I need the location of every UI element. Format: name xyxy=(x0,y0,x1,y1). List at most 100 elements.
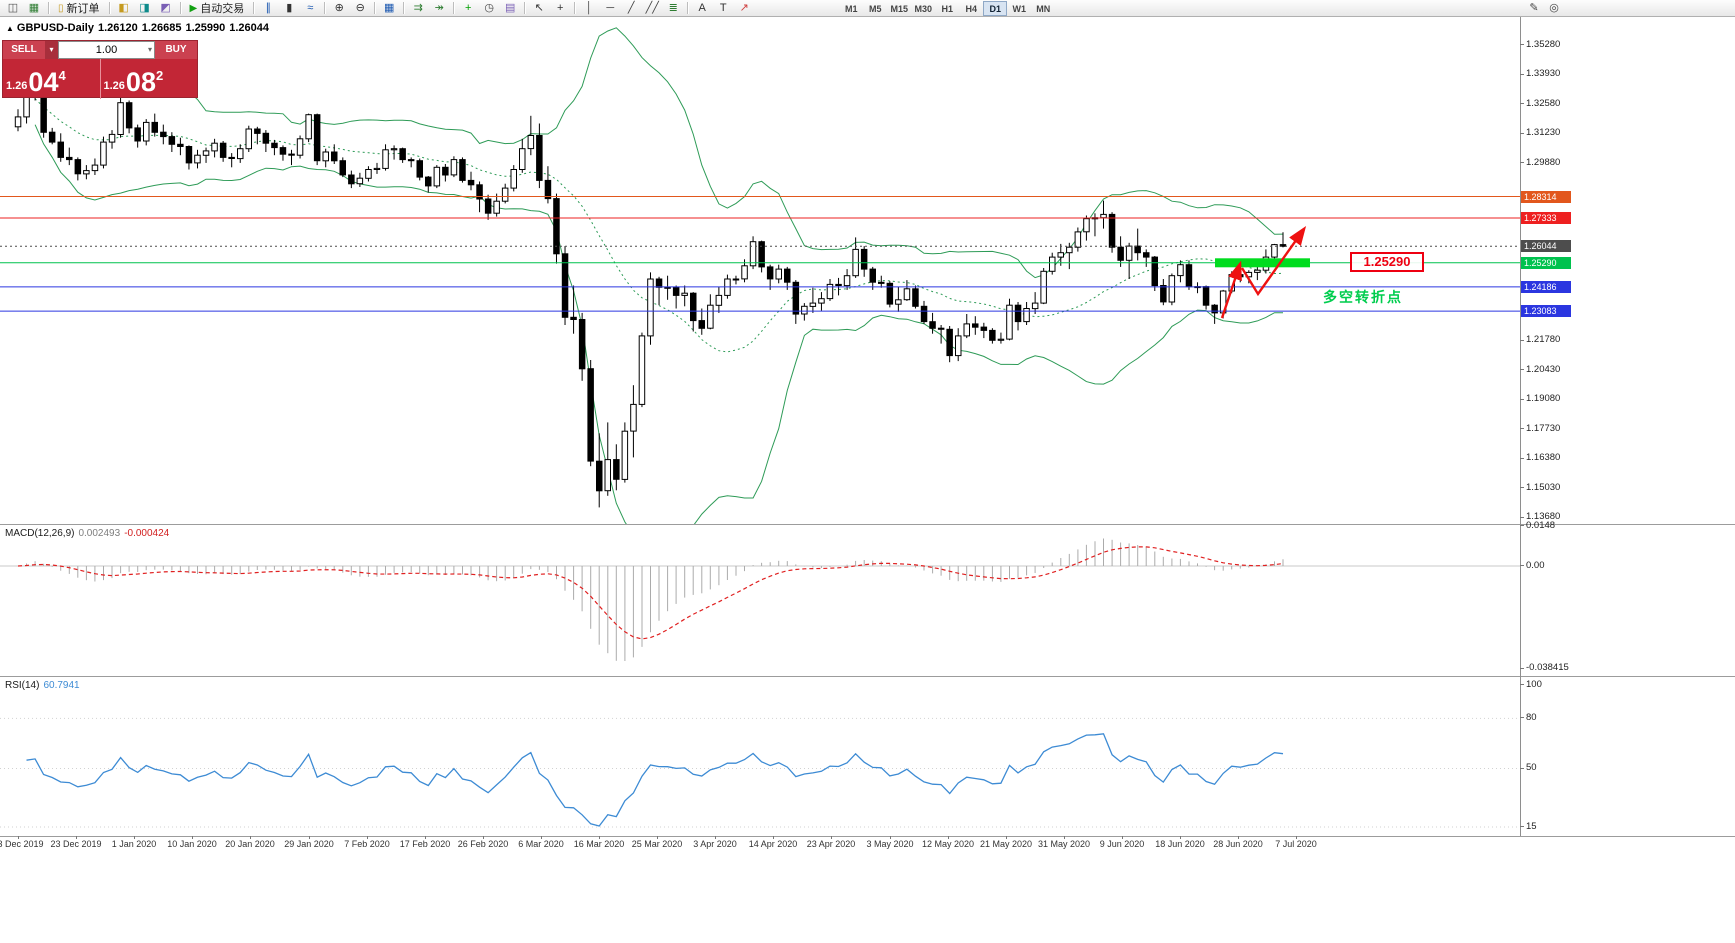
timeframe-m1[interactable]: M1 xyxy=(844,3,858,14)
chart-shift-icon[interactable]: ↠ xyxy=(434,1,444,14)
data-window-icon[interactable]: ◨ xyxy=(139,1,150,14)
candle-body xyxy=(1100,213,1107,219)
price-annotation-label[interactable]: 1.25290 xyxy=(1350,252,1424,272)
candle-body xyxy=(519,148,526,170)
trend-arrow[interactable] xyxy=(1240,226,1307,297)
candle-body xyxy=(433,166,441,187)
timeframe-d1[interactable]: D1 xyxy=(983,0,1008,16)
grid-icon[interactable]: ▦ xyxy=(384,1,395,14)
candle-body xyxy=(741,265,748,280)
candle-body xyxy=(732,278,740,281)
candle-body xyxy=(313,114,321,162)
candle-body xyxy=(1271,244,1278,258)
auto-scroll-icon[interactable]: ⇉ xyxy=(413,1,423,14)
vertical-line-icon[interactable]: │ xyxy=(585,1,593,14)
sell-button[interactable]: SELL xyxy=(3,41,45,59)
candle-body xyxy=(638,335,646,405)
candle-body xyxy=(331,151,338,162)
candle-body xyxy=(288,153,295,156)
profiles-icon[interactable]: ▦ xyxy=(28,1,40,14)
buy-price-panel[interactable]: 1.26 08 2 xyxy=(101,59,198,99)
candle-body xyxy=(228,156,235,159)
one-click-trading-widget: SELL ▾ ▾ BUY 1.26 04 4 1.26 08 2 xyxy=(2,40,198,99)
timeframe-m15[interactable]: M15 xyxy=(890,3,908,14)
autotrading-button[interactable]: ▶ 自动交易 xyxy=(185,1,250,16)
candle-body xyxy=(1143,252,1150,258)
candle-body xyxy=(1066,246,1073,254)
candle-body xyxy=(1049,256,1056,272)
buy-button[interactable]: BUY xyxy=(155,41,197,59)
volume-input[interactable] xyxy=(59,43,154,57)
candlestick-series xyxy=(14,79,1287,508)
timeframe-mn[interactable]: MN xyxy=(1036,3,1051,14)
candle-body xyxy=(775,268,782,280)
crosshair-icon[interactable]: + xyxy=(557,1,564,14)
arrow-tools-icon[interactable]: ↗ xyxy=(739,1,749,14)
candle-body xyxy=(348,174,355,185)
trendline-icon[interactable]: ╱ xyxy=(627,1,635,14)
bars-chart-icon[interactable]: ∥ xyxy=(265,1,271,14)
candle-body xyxy=(715,294,723,306)
candle-body xyxy=(536,135,543,181)
candle-body xyxy=(596,460,603,492)
candle-body xyxy=(1151,256,1158,287)
channel-icon[interactable]: ╱╱ xyxy=(645,1,659,14)
text-icon[interactable]: A xyxy=(698,1,706,14)
volume-dropdown-icon[interactable]: ▾ xyxy=(147,45,152,54)
candle-body xyxy=(630,403,637,432)
candle-body xyxy=(202,150,210,156)
candle-body xyxy=(390,148,398,151)
candle-body xyxy=(809,302,817,307)
line-chart-icon[interactable]: ≈ xyxy=(307,1,314,14)
candle-body xyxy=(766,266,774,280)
timeframe-m30[interactable]: M30 xyxy=(914,3,932,14)
candle-body xyxy=(980,326,988,331)
candle-body xyxy=(1057,252,1064,258)
candle-body xyxy=(305,114,312,140)
candle-body xyxy=(57,141,64,158)
templates-icon[interactable]: ▤ xyxy=(505,1,516,14)
new-chart-icon[interactable]: ◫ xyxy=(7,1,19,14)
sell-price-panel[interactable]: 1.26 04 4 xyxy=(3,59,101,99)
fibonacci-icon[interactable]: ≣ xyxy=(668,1,678,14)
candle-body xyxy=(1074,231,1082,248)
price-chart xyxy=(0,17,1521,524)
candle-body xyxy=(1202,286,1210,306)
ohlc-close: 1.26044 xyxy=(229,22,270,34)
cursor-icon[interactable]: ↖ xyxy=(534,1,544,14)
toolbar-separator xyxy=(403,2,405,14)
indicators-icon[interactable]: + xyxy=(465,1,472,14)
periods-icon[interactable]: ◷ xyxy=(484,1,495,14)
trend-arrow[interactable] xyxy=(1220,260,1242,319)
candle-body xyxy=(835,283,842,286)
candle-body xyxy=(476,184,483,200)
sell-price-sup: 4 xyxy=(58,68,66,83)
candle-body xyxy=(749,241,757,267)
zoom-in-icon[interactable]: ⊕ xyxy=(334,1,344,14)
candle-body xyxy=(1108,213,1116,248)
market-watch-icon[interactable]: ◧ xyxy=(118,1,129,14)
search-icon[interactable]: ◎ xyxy=(1549,1,1559,14)
timeframe-m5[interactable]: M5 xyxy=(868,3,882,14)
candle-body xyxy=(878,281,885,284)
navigator-icon[interactable]: ◩ xyxy=(160,1,171,14)
new-order-button[interactable]: ▯ 新订单 xyxy=(53,1,105,16)
green-highlight-zone[interactable] xyxy=(1215,258,1310,268)
turning-point-annotation[interactable]: 多空转折点 xyxy=(1323,289,1403,305)
timeframe-h4[interactable]: H4 xyxy=(965,3,977,14)
edit-icon[interactable]: ✎ xyxy=(1529,1,1539,14)
candlestick-chart-icon[interactable]: ▮ xyxy=(286,1,293,14)
sell-dropdown-icon[interactable]: ▾ xyxy=(45,41,58,59)
text-label-icon[interactable]: T xyxy=(719,1,727,14)
zoom-out-icon[interactable]: ⊖ xyxy=(355,1,365,14)
macd-histogram xyxy=(26,538,1284,661)
new-order-button-label: 新订单 xyxy=(66,3,100,15)
candle-body xyxy=(493,200,500,214)
toolbar-separator xyxy=(48,2,49,14)
timeframe-h1[interactable]: H1 xyxy=(941,3,953,14)
candle-body xyxy=(664,286,671,289)
candle-body xyxy=(553,198,560,255)
timeframe-w1[interactable]: W1 xyxy=(1012,3,1026,14)
horizontal-line-icon[interactable]: ─ xyxy=(606,1,615,14)
candle-body xyxy=(792,281,800,315)
